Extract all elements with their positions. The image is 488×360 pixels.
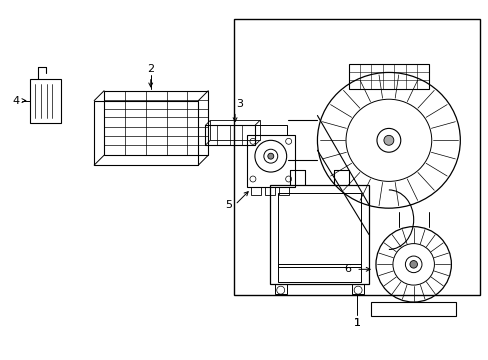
Circle shape: [383, 135, 393, 145]
Bar: [278, 187, 288, 195]
Bar: [104, 91, 208, 155]
Circle shape: [409, 261, 417, 268]
Bar: [205, 125, 254, 145]
Bar: [351, 284, 364, 294]
Bar: [234, 19, 479, 295]
Bar: [274, 284, 286, 294]
Bar: [246, 135, 294, 187]
Text: 1: 1: [353, 318, 360, 328]
Bar: [269, 185, 368, 284]
Text: 5: 5: [225, 200, 232, 210]
Bar: [254, 125, 286, 135]
Circle shape: [267, 153, 273, 159]
Text: 3: 3: [236, 99, 243, 109]
Text: 2: 2: [147, 64, 154, 74]
Bar: [370, 302, 455, 316]
Bar: [250, 187, 260, 195]
Bar: [30, 79, 61, 123]
Bar: [210, 121, 259, 140]
Bar: [264, 187, 274, 195]
Text: 1: 1: [353, 318, 360, 328]
Bar: [348, 64, 427, 89]
Text: 6: 6: [344, 264, 351, 274]
Text: 4: 4: [12, 96, 20, 105]
Bar: [277, 193, 360, 267]
Bar: [277, 264, 360, 282]
Bar: [94, 100, 198, 165]
